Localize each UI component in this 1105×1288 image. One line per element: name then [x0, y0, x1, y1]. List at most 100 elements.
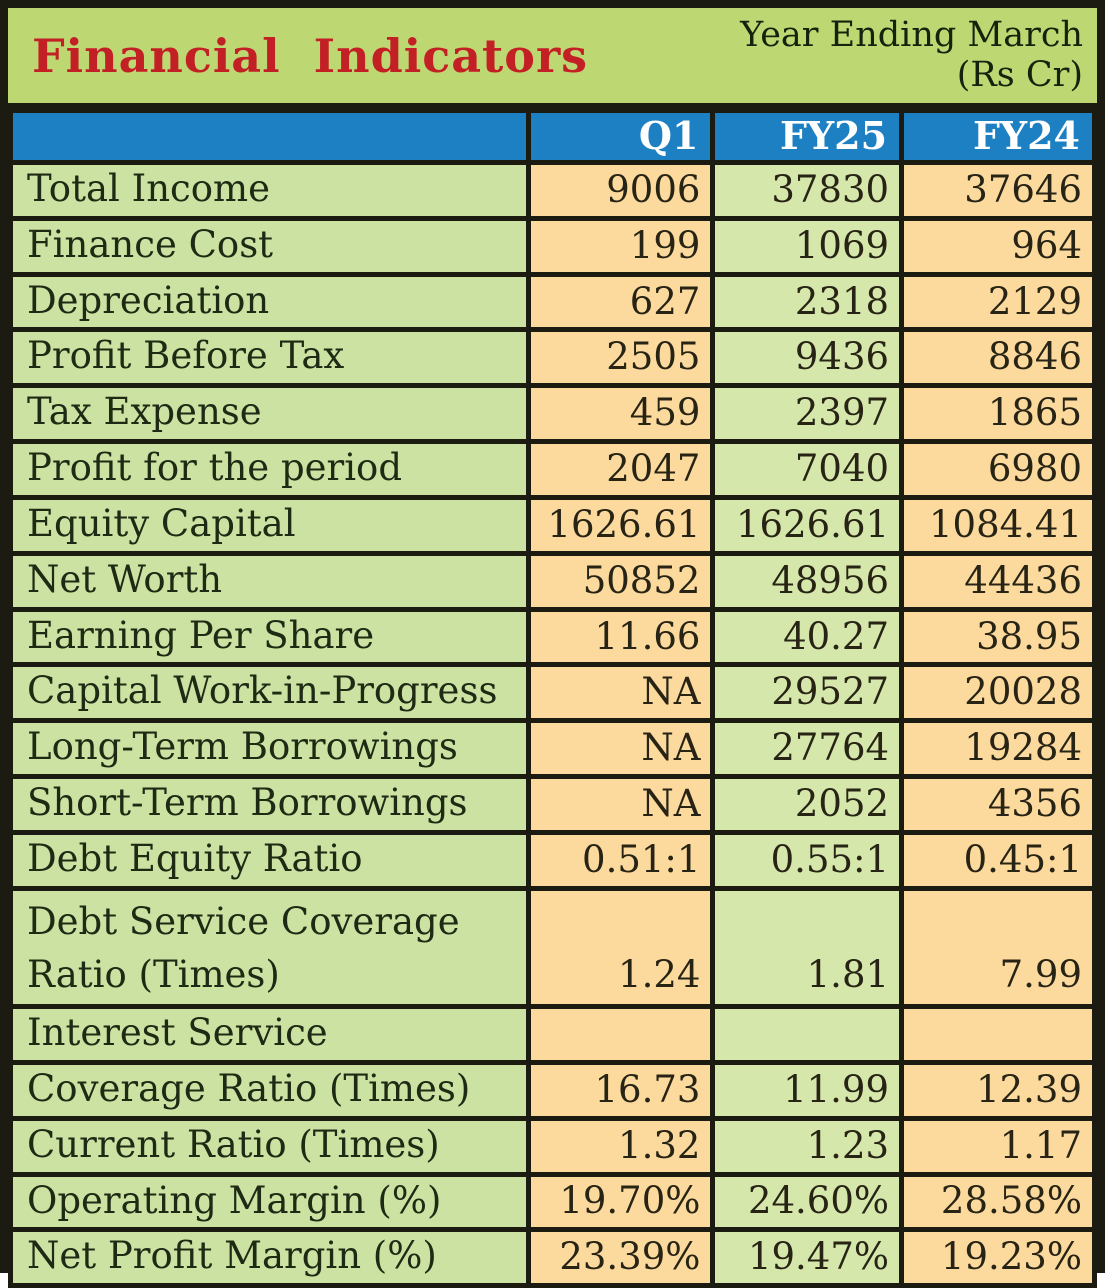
value-cell-q1: 0.51:1 — [526, 829, 716, 891]
row-label: Profit for the period — [7, 439, 532, 500]
row-label: Profit Before Tax — [7, 327, 532, 389]
row-label: Operating Margin (%) — [7, 1171, 532, 1233]
value-cell-q1: 23.39% — [526, 1227, 716, 1288]
table-row: Interest Service — [7, 1004, 1097, 1065]
value-cell-fy24: 1865 — [899, 383, 1097, 445]
table-row: Debt Service Coverage Ratio (Times) 1.24 1… — [7, 885, 1097, 1010]
table-row: Profit Before Tax 2505 9436 8846 — [7, 327, 1097, 389]
row-label: Net Profit Margin (%) — [7, 1227, 532, 1288]
value-cell-fy24: 44436 — [899, 550, 1097, 612]
value-cell-fy25: 40.27 — [710, 606, 905, 668]
table-row: Total Income 9006 37830 37646 — [7, 160, 1097, 221]
column-header-fy24: FY24 — [899, 108, 1097, 165]
row-label: Capital Work-in-Progress — [7, 662, 532, 724]
value-cell-q1: NA — [526, 662, 716, 724]
table-row: Depreciation 627 2318 2129 — [7, 271, 1097, 333]
row-label: Depreciation — [7, 271, 532, 333]
table-row: Tax Expense 459 2397 1865 — [7, 383, 1097, 445]
value-cell-fy25: 48956 — [710, 550, 905, 612]
value-cell-fy25: 0.55:1 — [710, 829, 905, 891]
row-label: Total Income — [7, 160, 532, 221]
value-cell-fy24: 2129 — [899, 271, 1097, 333]
value-cell-fy24: 28.58% — [899, 1171, 1097, 1233]
value-cell-fy25 — [710, 1004, 905, 1065]
indicators-table: Q1 FY25 FY24 Total Income 9006 37830 37646 F… — [7, 108, 1097, 1288]
value-cell-q1: 50852 — [526, 550, 716, 612]
row-label: Short-Term Borrowings — [7, 774, 532, 835]
table-row: Debt Equity Ratio 0.51:1 0.55:1 0.45:1 — [7, 829, 1097, 891]
header-period-line2: (Rs Cr) — [956, 54, 1083, 95]
value-cell-fy24: 12.39 — [899, 1059, 1097, 1121]
value-cell-fy24: 19.23% — [899, 1227, 1097, 1288]
value-cell-q1: 199 — [526, 215, 716, 277]
value-cell-fy24: 0.45:1 — [899, 829, 1097, 891]
value-cell-q1: 459 — [526, 383, 716, 445]
value-cell-fy25: 37830 — [710, 160, 905, 221]
row-label: Finance Cost — [7, 215, 532, 277]
value-cell-fy24 — [899, 1004, 1097, 1065]
table-row: Earning Per Share 11.66 40.27 38.95 — [7, 606, 1097, 668]
value-cell-q1: 2047 — [526, 439, 716, 500]
header-period: Year Ending March (Rs Cr) — [740, 16, 1083, 95]
table-row: Current Ratio (Times) 1.32 1.23 1.17 — [7, 1115, 1097, 1177]
value-cell-fy24: 964 — [899, 215, 1097, 277]
table-row: Finance Cost 199 1069 964 — [7, 215, 1097, 277]
value-cell-fy24: 1084.41 — [899, 494, 1097, 556]
table-row: Operating Margin (%) 19.70% 24.60% 28.58% — [7, 1171, 1097, 1233]
page-title: Financial Indicators — [32, 28, 589, 83]
corner-cell — [7, 108, 532, 165]
value-cell-fy24: 20028 — [899, 662, 1097, 724]
value-cell-fy24: 1.17 — [899, 1115, 1097, 1177]
value-cell-fy25: 9436 — [710, 327, 905, 389]
row-label: Long-Term Borrowings — [7, 718, 532, 780]
value-cell-q1: NA — [526, 718, 716, 780]
value-cell-fy25: 29527 — [710, 662, 905, 724]
value-cell-q1 — [526, 1004, 716, 1065]
value-cell-fy25: 1.23 — [710, 1115, 905, 1177]
column-header-q1: Q1 — [526, 108, 716, 165]
row-label: Equity Capital — [7, 494, 532, 556]
table-row: Short-Term Borrowings NA 2052 4356 — [7, 774, 1097, 835]
value-cell-fy25: 2052 — [710, 774, 905, 835]
table-row: Net Profit Margin (%) 23.39% 19.47% 19.23% — [7, 1227, 1097, 1288]
value-cell-q1: 11.66 — [526, 606, 716, 668]
value-cell-fy25: 27764 — [710, 718, 905, 780]
value-cell-q1: 16.73 — [526, 1059, 716, 1121]
value-cell-fy25: 24.60% — [710, 1171, 905, 1233]
value-cell-q1: 627 — [526, 271, 716, 333]
table-row: Equity Capital 1626.61 1626.61 1084.41 — [7, 494, 1097, 556]
column-header-row: Q1 FY25 FY24 — [7, 108, 1097, 165]
row-label: Tax Expense — [7, 383, 532, 445]
table-row: Profit for the period 2047 7040 6980 — [7, 439, 1097, 500]
value-cell-q1: 19.70% — [526, 1171, 716, 1233]
value-cell-q1: 1.24 — [526, 885, 716, 1010]
value-cell-fy25: 7040 — [710, 439, 905, 500]
table-row: Capital Work-in-Progress NA 29527 20028 — [7, 662, 1097, 724]
table-row: Net Worth 50852 48956 44436 — [7, 550, 1097, 612]
value-cell-fy24: 6980 — [899, 439, 1097, 500]
value-cell-fy25: 11.99 — [710, 1059, 905, 1121]
value-cell-fy25: 1626.61 — [710, 494, 905, 556]
value-cell-fy25: 1.81 — [710, 885, 905, 1010]
value-cell-fy24: 37646 — [899, 160, 1097, 221]
value-cell-fy24: 7.99 — [899, 885, 1097, 1010]
row-label: Debt Equity Ratio — [7, 829, 532, 891]
column-header-fy25: FY25 — [710, 108, 905, 165]
table-row: Long-Term Borrowings NA 27764 19284 — [7, 718, 1097, 780]
value-cell-fy24: 8846 — [899, 327, 1097, 389]
row-label: Net Worth — [7, 550, 532, 612]
value-cell-fy25: 2318 — [710, 271, 905, 333]
table-body: Total Income 9006 37830 37646 Finance Cost 19… — [7, 160, 1097, 1288]
table-header-band: Financial Indicators Year Ending March (… — [8, 8, 1097, 108]
value-cell-fy24: 4356 — [899, 774, 1097, 835]
value-cell-fy24: 38.95 — [899, 606, 1097, 668]
value-cell-fy24: 19284 — [899, 718, 1097, 780]
table-row: Coverage Ratio (Times) 16.73 11.99 12.39 — [7, 1059, 1097, 1121]
value-cell-q1: 9006 — [526, 160, 716, 221]
value-cell-q1: 2505 — [526, 327, 716, 389]
value-cell-fy25: 1069 — [710, 215, 905, 277]
row-label: Interest Service — [7, 1004, 532, 1065]
value-cell-q1: 1626.61 — [526, 494, 716, 556]
row-label: Earning Per Share — [7, 606, 532, 668]
